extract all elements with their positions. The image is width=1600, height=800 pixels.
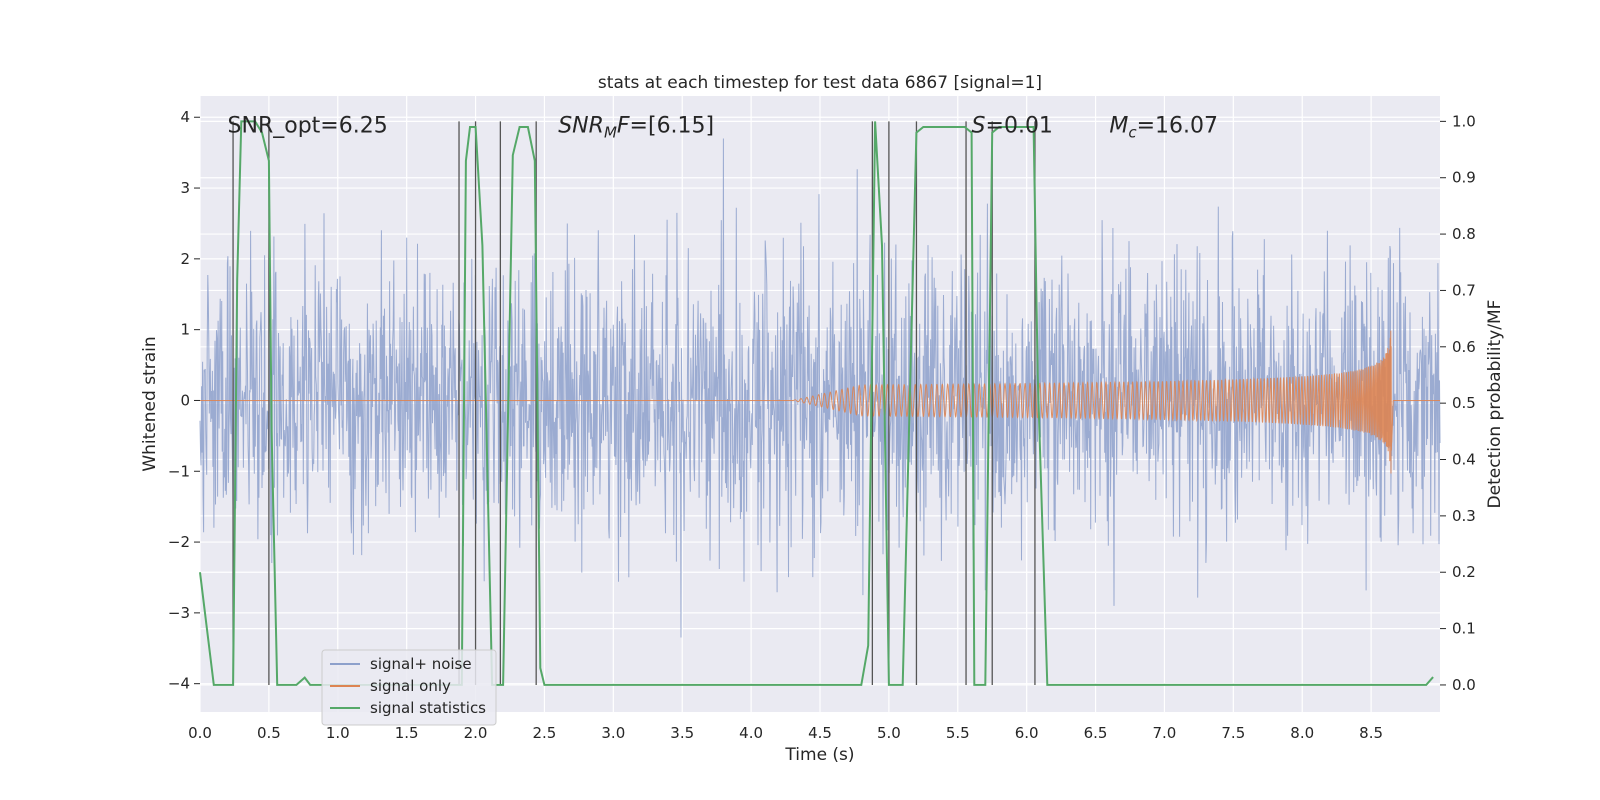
- chart-title: stats at each timestep for test data 686…: [598, 73, 1042, 93]
- x-axis-ticks: 0.0 0.5 1.0 1.5 2.0 2.5 3.0 3.5 4.0 4.5 5.0 5.5 6.0 6…: [188, 724, 1383, 742]
- x-tick-label: 4.5: [808, 724, 832, 742]
- legend-label-signal-noise: signal+ noise: [370, 655, 472, 673]
- x-tick-label: 7.0: [1153, 724, 1177, 742]
- y-tick-label-right: 0.1: [1452, 620, 1476, 638]
- y-tick-label: 4: [180, 108, 190, 126]
- signal-only-line: [199, 330, 1440, 474]
- y-tick-label-right: 0.9: [1452, 169, 1476, 187]
- y-tick-label-right: 0.3: [1452, 507, 1476, 525]
- y-tick-label-right: 0.4: [1452, 451, 1476, 469]
- y-tick-label: 3: [180, 179, 190, 197]
- series-signal-statistics: [199, 120, 1434, 686]
- x-tick-label: 8.5: [1359, 724, 1383, 742]
- y-tick-label-right: 0.7: [1452, 281, 1476, 299]
- x-tick-label: 3.0: [601, 724, 625, 742]
- series-signal-only: [199, 330, 1440, 474]
- x-tick-label: 2.5: [533, 724, 557, 742]
- annotation-text: S=0.01: [972, 113, 1053, 138]
- annotations: SNR_opt=6.25 SNRMF=[6.15] S=0.01 Mc=16.07: [228, 113, 1218, 141]
- x-tick-label: 2.0: [464, 724, 488, 742]
- signal-statistics-line: [199, 120, 1434, 686]
- y-tick-label-right: 1.0: [1452, 112, 1476, 130]
- signal-noise-line: [199, 138, 1441, 638]
- x-tick-label: 8.0: [1290, 724, 1314, 742]
- y-tick-label: 0: [180, 391, 190, 409]
- y-tick-label: −3: [168, 604, 190, 622]
- legend: signal+ noise signal only signal statist…: [321, 649, 497, 726]
- x-tick-label: 5.0: [877, 724, 901, 742]
- series-signal-noise: [199, 138, 1441, 638]
- y-axis-label-left: Whitened strain: [140, 336, 160, 471]
- x-tick-label: 1.0: [326, 724, 350, 742]
- y-tick-label-right: 0.5: [1452, 394, 1476, 412]
- y-tick-label: 2: [180, 250, 190, 268]
- x-tick-label: 3.5: [670, 724, 694, 742]
- y-tick-label: −1: [168, 462, 190, 480]
- annotation-text: Mc=16.07: [1109, 113, 1218, 141]
- y-tick-label: −2: [168, 533, 190, 551]
- legend-label-signal-only: signal only: [370, 677, 451, 695]
- x-axis-label: Time (s): [784, 745, 854, 765]
- x-tick-label: 0.5: [257, 724, 281, 742]
- annotation-text: SNR_opt=6.25: [228, 113, 388, 138]
- x-tick-label: 4.0: [739, 724, 763, 742]
- y-tick-label-right: 0.2: [1452, 563, 1476, 581]
- y-axis-ticks-left: −4 −3 −2 −1 0 1 2 3 4: [168, 108, 200, 693]
- x-tick-label: 7.5: [1221, 724, 1245, 742]
- x-tick-label: 6.5: [1084, 724, 1108, 742]
- legend-box: [321, 649, 497, 726]
- x-tick-label: 5.5: [946, 724, 970, 742]
- y-axis-ticks-right: 0.0 0.1 0.2 0.3 0.4 0.5 0.6 0.7 0.8 0.9 1.0: [1440, 112, 1476, 694]
- y-axis-label-right: Detection probability/MF: [1485, 300, 1505, 509]
- y-tick-label-right: 0.0: [1452, 676, 1476, 694]
- annotation-text: SNRMF=[6.15]: [558, 113, 714, 141]
- legend-label-signal-statistics: signal statistics: [370, 699, 486, 717]
- x-tick-label: 6.0: [1015, 724, 1039, 742]
- y-tick-label-right: 0.6: [1452, 338, 1476, 356]
- y-tick-label: 1: [180, 321, 190, 339]
- y-tick-label: −4: [168, 675, 190, 693]
- x-tick-label: 1.5: [395, 724, 419, 742]
- y-tick-label-right: 0.8: [1452, 225, 1476, 243]
- x-tick-label: 0.0: [188, 724, 212, 742]
